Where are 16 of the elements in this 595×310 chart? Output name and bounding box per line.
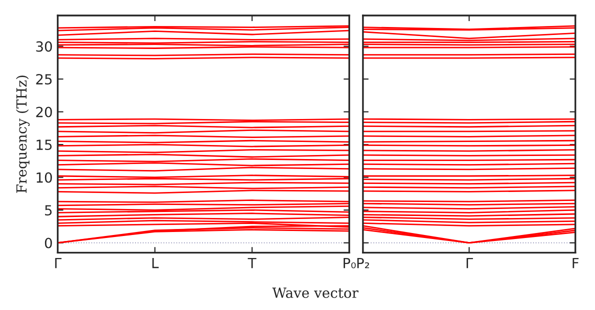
x-tick-label: Γ [55, 258, 62, 268]
y-tick-label: 25 [36, 74, 52, 85]
y-axis-title: Frequency (THz) [16, 76, 30, 193]
x-tick-label: L [152, 258, 159, 268]
x-tick-label: P₂ [357, 258, 370, 268]
y-tick-label: 30 [36, 41, 52, 52]
x-tick-label: F [572, 258, 579, 268]
y-tick-label: 20 [36, 106, 52, 118]
x-tick-label: P₀ [344, 258, 356, 268]
y-tick-label: 0 [44, 238, 52, 248]
y-tick-label: 15 [36, 140, 52, 150]
x-tick-label: Γ [466, 258, 473, 268]
x-tick-label: T [248, 258, 256, 268]
y-tick-label: 5 [45, 205, 52, 216]
x-axis-title: Wave vector [272, 288, 358, 298]
y-tick-label: 10 [36, 172, 52, 183]
